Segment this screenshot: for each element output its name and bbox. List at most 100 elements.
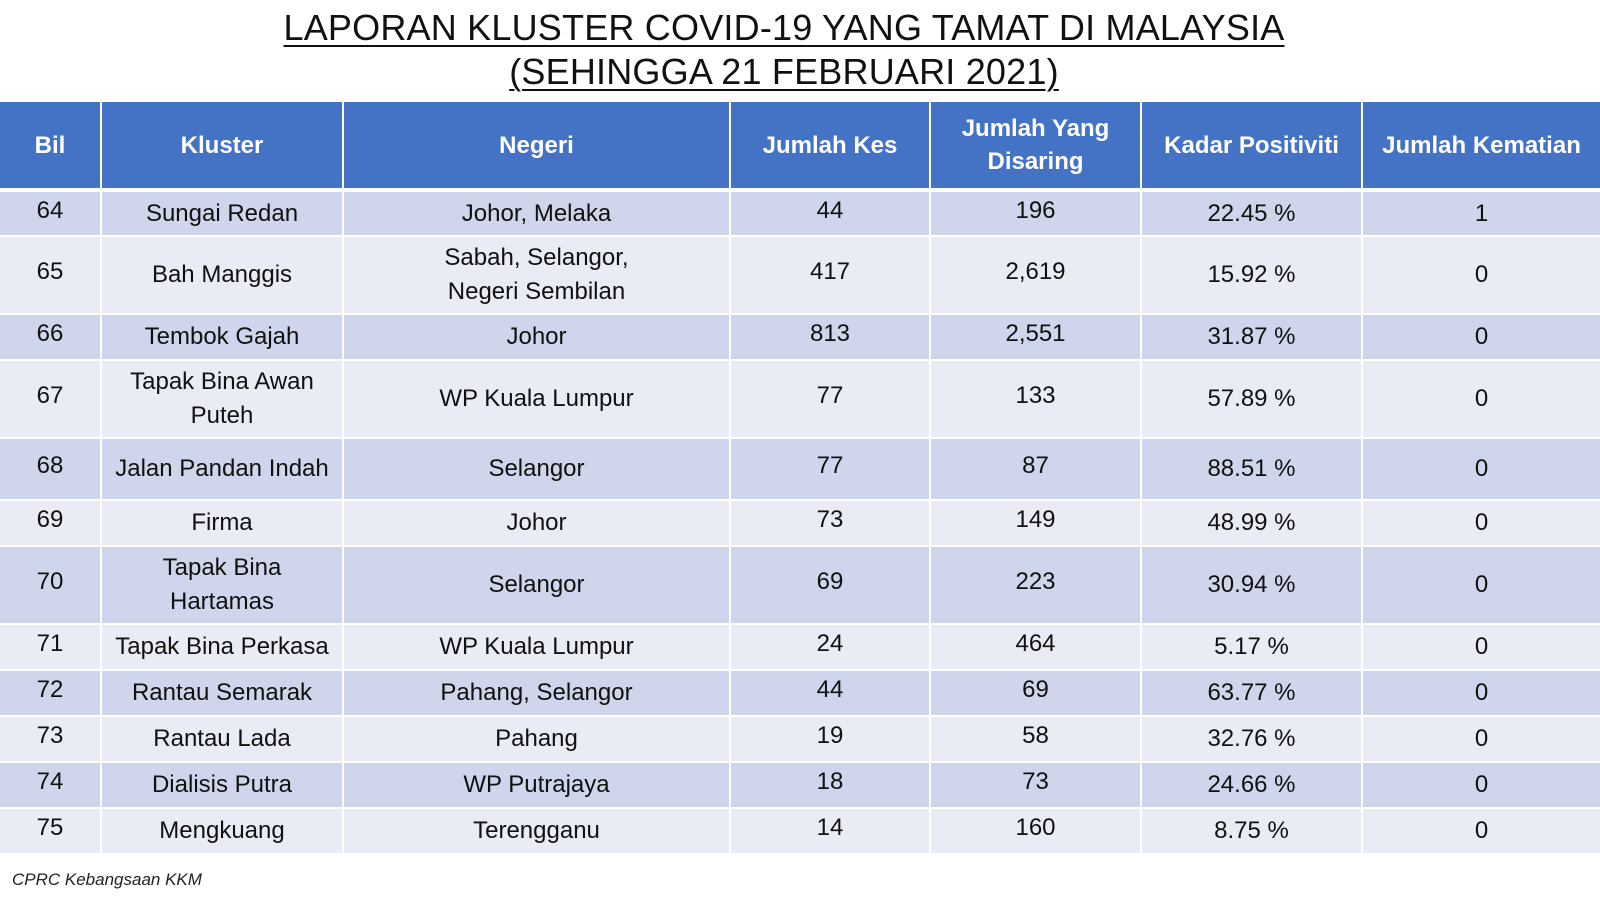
cell-jumlah-kes: 77 [730,360,931,439]
cell-bil: 73 [0,716,102,763]
cell-jumlah-kematian: 0 [1362,670,1600,717]
cell-kadar-positiviti: 48.99 % [1141,500,1363,547]
report-title-line-1: LAPORAN KLUSTER COVID-19 YANG TAMAT DI M… [283,7,1285,48]
table-row: 68 Jalan Pandan Indah Selangor 77 87 88.… [0,438,1600,501]
header-jumlah-disaring: Jumlah Yang Disaring [930,102,1142,192]
cell-kluster: Tapak Bina Perkasa [101,624,344,671]
cell-kluster: Tapak Bina Awan Puteh [101,360,344,439]
cell-jumlah-kematian: 0 [1362,762,1600,809]
cell-jumlah-kematian: 0 [1362,808,1600,855]
cell-kluster: Sungai Redan [101,190,344,237]
cell-kluster: Firma [101,500,344,547]
cell-negeri: Sabah, Selangor, Negeri Sembilan [343,236,731,315]
cell-bil: 64 [0,190,102,237]
cell-kluster: Bah Manggis [101,236,344,315]
cell-negeri: Selangor [343,546,731,625]
cell-bil: 69 [0,500,102,547]
cell-kadar-positiviti: 22.45 % [1141,190,1363,237]
table-body: 64 Sungai Redan Johor, Melaka 44 196 22.… [0,190,1600,855]
cell-bil: 67 [0,360,102,439]
cell-jumlah-disaring: 223 [930,546,1142,625]
cell-jumlah-kematian: 0 [1362,716,1600,763]
cell-jumlah-kematian: 0 [1362,624,1600,671]
cell-jumlah-disaring: 464 [930,624,1142,671]
header-kluster: Kluster [101,102,344,192]
cell-jumlah-kes: 24 [730,624,931,671]
table-header-row: Bil Kluster Negeri Jumlah Kes Jumlah Yan… [0,102,1600,192]
cell-jumlah-kes: 18 [730,762,931,809]
cell-jumlah-kematian: 0 [1362,360,1600,439]
cell-kadar-positiviti: 5.17 % [1141,624,1363,671]
cell-bil: 72 [0,670,102,717]
cell-jumlah-disaring: 133 [930,360,1142,439]
table-row: 69 Firma Johor 73 149 48.99 % 0 [0,500,1600,547]
header-jumlah-kematian: Jumlah Kematian [1362,102,1600,192]
cell-kluster: Dialisis Putra [101,762,344,809]
cell-jumlah-disaring: 2,551 [930,314,1142,361]
cell-kluster: Mengkuang [101,808,344,855]
header-jumlah-kes: Jumlah Kes [730,102,931,192]
cell-jumlah-disaring: 87 [930,438,1142,501]
cell-jumlah-kes: 417 [730,236,931,315]
cell-jumlah-kes: 44 [730,670,931,717]
cell-kadar-positiviti: 88.51 % [1141,438,1363,501]
cell-jumlah-kes: 73 [730,500,931,547]
cell-jumlah-kematian: 1 [1362,190,1600,237]
cell-negeri: Johor, Melaka [343,190,731,237]
header-negeri: Negeri [343,102,731,192]
cell-negeri: WP Putrajaya [343,762,731,809]
cell-negeri: Johor [343,500,731,547]
cell-bil: 75 [0,808,102,855]
cell-jumlah-disaring: 160 [930,808,1142,855]
cell-kluster: Tembok Gajah [101,314,344,361]
cell-bil: 70 [0,546,102,625]
cell-jumlah-disaring: 2,619 [930,236,1142,315]
cell-kadar-positiviti: 31.87 % [1141,314,1363,361]
table-row: 64 Sungai Redan Johor, Melaka 44 196 22.… [0,190,1600,237]
cell-jumlah-kes: 44 [730,190,931,237]
table-row: 70 Tapak Bina Hartamas Selangor 69 223 3… [0,546,1600,625]
cell-kadar-positiviti: 15.92 % [1141,236,1363,315]
cell-kadar-positiviti: 63.77 % [1141,670,1363,717]
cell-negeri: Selangor [343,438,731,501]
cell-jumlah-kes: 77 [730,438,931,501]
cell-kluster: Rantau Lada [101,716,344,763]
header-kadar-positiviti: Kadar Positiviti [1141,102,1363,192]
table-row: 75 Mengkuang Terengganu 14 160 8.75 % 0 [0,808,1600,855]
cell-bil: 66 [0,314,102,361]
table-row: 66 Tembok Gajah Johor 813 2,551 31.87 % … [0,314,1600,361]
cell-kadar-positiviti: 30.94 % [1141,546,1363,625]
source-note: CPRC Kebangsaan KKM [12,870,202,889]
report-title-line-2: (SEHINGGA 21 FEBRUARI 2021) [509,51,1059,92]
cell-jumlah-kematian: 0 [1362,438,1600,501]
cell-jumlah-kes: 813 [730,314,931,361]
table-row: 73 Rantau Lada Pahang 19 58 32.76 % 0 [0,716,1600,763]
cell-jumlah-disaring: 58 [930,716,1142,763]
cell-jumlah-kes: 14 [730,808,931,855]
cell-bil: 71 [0,624,102,671]
cell-negeri: WP Kuala Lumpur [343,360,731,439]
table-row: 67 Tapak Bina Awan Puteh WP Kuala Lumpur… [0,360,1600,439]
cell-negeri: Pahang [343,716,731,763]
cell-kadar-positiviti: 57.89 % [1141,360,1363,439]
cell-negeri: Johor [343,314,731,361]
cell-kluster: Tapak Bina Hartamas [101,546,344,625]
table-row: 72 Rantau Semarak Pahang, Selangor 44 69… [0,670,1600,717]
cell-negeri: Terengganu [343,808,731,855]
cell-bil: 68 [0,438,102,501]
cell-kluster: Jalan Pandan Indah [101,438,344,501]
cell-jumlah-disaring: 69 [930,670,1142,717]
cell-kadar-positiviti: 32.76 % [1141,716,1363,763]
cell-negeri: Pahang, Selangor [343,670,731,717]
cell-jumlah-kes: 69 [730,546,931,625]
cluster-table: Bil Kluster Negeri Jumlah Kes Jumlah Yan… [0,102,1600,855]
cell-jumlah-kematian: 0 [1362,236,1600,315]
cell-jumlah-disaring: 73 [930,762,1142,809]
header-bil: Bil [0,102,102,192]
cell-jumlah-disaring: 196 [930,190,1142,237]
cell-jumlah-kematian: 0 [1362,500,1600,547]
cell-jumlah-disaring: 149 [930,500,1142,547]
cell-jumlah-kematian: 0 [1362,314,1600,361]
table-row: 74 Dialisis Putra WP Putrajaya 18 73 24.… [0,762,1600,809]
cell-jumlah-kematian: 0 [1362,546,1600,625]
